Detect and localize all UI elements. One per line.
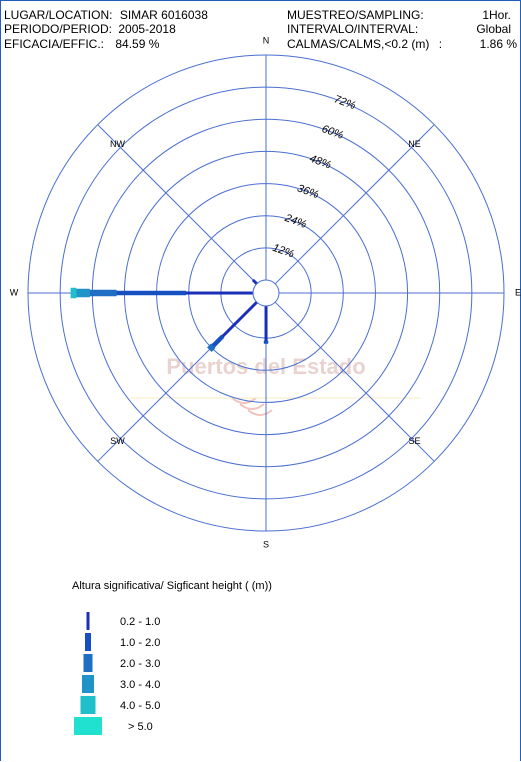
period-label: PERIODO/PERIOD:: [4, 22, 113, 36]
efficacy-label: EFICACIA/EFFIC.:: [4, 37, 105, 51]
rose-bar-w-seg5: [70, 287, 77, 299]
direction-label-n: N: [263, 35, 270, 45]
rose-bar-w-seg4: [75, 288, 90, 298]
ring-label: 48%: [308, 153, 333, 172]
rose-bar-sw-seg2: [211, 334, 225, 348]
period-row: PERIODO/PERIOD: 2005-2018: [4, 22, 176, 36]
direction-label-s: S: [263, 539, 269, 549]
ring-labels: 12% 24% 36% 48% 60% 72%: [271, 93, 358, 260]
grid-spoke: [274, 301, 435, 462]
sampling-label: MUESTREO/SAMPLING:: [287, 8, 424, 22]
legend-title: Altura significativa/ Sigficant height (…: [72, 580, 272, 592]
location-label: LUGAR/LOCATION:: [4, 8, 113, 22]
legend-label: 2.0 - 3.0: [120, 658, 161, 670]
rose-bars: [70, 278, 269, 353]
rose-bar-w-seg2: [116, 290, 187, 296]
efficacy-row: EFICACIA/EFFIC.: 84.59 %: [4, 37, 159, 51]
legend-swatch: [86, 612, 90, 630]
legend-swatches: [74, 612, 102, 735]
location-value: SIMAR 6016038: [119, 8, 208, 22]
legend-swatch: [83, 654, 93, 672]
wave-rose-chart: Puertos del Estado 12%24%36%48%60%72% NN…: [10, 35, 521, 549]
legend-label: 1.0 - 2.0: [120, 637, 161, 649]
legend-swatch: [82, 675, 94, 693]
polar-grid: [27, 54, 505, 532]
direction-label-se: SE: [408, 436, 420, 446]
rose-bar-sw-seg1: [221, 300, 259, 338]
calms-label: CALMAS/CALMS,<0.2 (m): [287, 37, 430, 51]
location-row: LUGAR/LOCATION: SIMAR 6016038: [4, 8, 208, 22]
direction-label-ne: NE: [408, 139, 421, 149]
direction-label-w: W: [10, 287, 19, 297]
rose-bar-s-seg1: [264, 305, 268, 342]
interval-label: INTERVALO/INTERVAL:: [287, 22, 419, 36]
grid-spoke: [274, 124, 435, 285]
calms-row: CALMAS/CALMS,<0.2 (m) :: [287, 37, 442, 51]
ring-label: 24%: [282, 212, 308, 231]
ring-label: 72%: [332, 93, 357, 112]
ring-label: 12%: [271, 242, 296, 261]
ring-label: 60%: [320, 123, 345, 142]
grid-spoke: [97, 124, 258, 285]
direction-label-nw: NW: [110, 139, 125, 149]
calms-center-circle: [252, 279, 280, 307]
direction-label-sw: SW: [110, 436, 125, 446]
legend-label: > 5.0: [128, 721, 153, 733]
rose-bar-w-seg1: [185, 291, 254, 295]
direction-labels: N NE E SE S SW W NW: [10, 35, 521, 549]
rose-bar-s-seg2: [263, 340, 269, 344]
legend-label: 4.0 - 5.0: [120, 700, 161, 712]
calms-value: 1.86 %: [479, 37, 517, 51]
sampling-value: 1Hor.: [482, 8, 511, 22]
ring-label: 36%: [296, 182, 321, 201]
calms-separator: :: [438, 37, 443, 51]
legend-label: 3.0 - 4.0: [120, 679, 161, 691]
efficacy-value: 84.59 %: [115, 37, 160, 51]
watermark-logo-icon: [231, 397, 273, 416]
watermark: Puertos del Estado: [130, 354, 420, 416]
legend-swatch: [85, 633, 91, 651]
period-value: 2005-2018: [118, 22, 176, 36]
legend-swatch: [74, 717, 102, 735]
rose-bar-sw-seg3: [206, 343, 216, 353]
direction-label-e: E: [515, 287, 521, 297]
legend-swatch: [80, 696, 96, 714]
legend-label: 0.2 - 1.0: [120, 616, 161, 628]
rose-bar-w-seg3: [89, 289, 117, 297]
interval-value: Global: [476, 22, 511, 36]
